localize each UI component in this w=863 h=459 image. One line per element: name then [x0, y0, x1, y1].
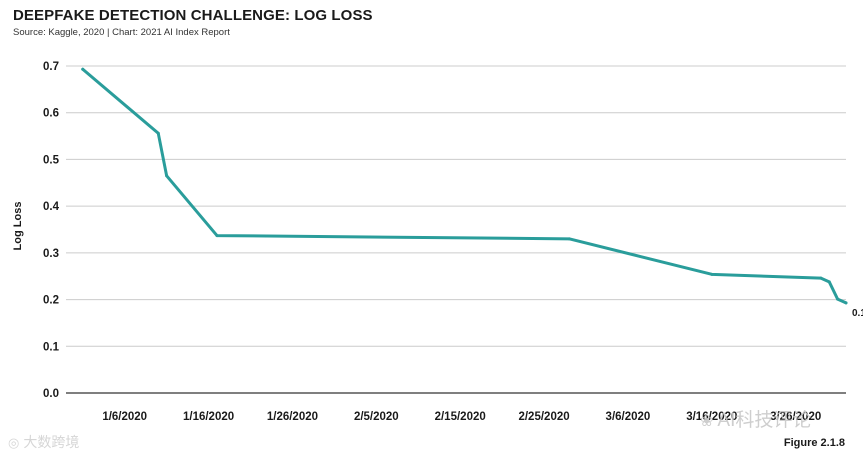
- y-tick-label: 0.7: [43, 61, 59, 73]
- watermark-right-text: AI科技评论: [717, 410, 812, 431]
- data-point: [215, 234, 219, 238]
- x-tick-label: 3/26/2020: [770, 411, 821, 423]
- x-tick-label: 1/26/2020: [267, 411, 318, 423]
- data-point: [81, 67, 85, 71]
- chart-title: DEEPFAKE DETECTION CHALLENGE: LOG LOSS: [13, 7, 373, 24]
- x-tick-label: 1/6/2020: [102, 411, 147, 423]
- data-point: [827, 280, 831, 284]
- x-tick-label: 2/25/2020: [518, 411, 569, 423]
- y-tick-label: 0.5: [43, 154, 60, 166]
- data-point: [819, 276, 823, 280]
- data-point: [844, 301, 848, 305]
- y-tick-label: 0.0: [43, 388, 59, 400]
- chart-subtitle: Source: Kaggle, 2020 | Chart: 2021 AI In…: [13, 27, 230, 38]
- data-point: [836, 297, 840, 301]
- data-label: 0.19: [852, 308, 863, 319]
- camera-icon: ◎: [8, 435, 20, 450]
- y-axis-label: Log Loss: [12, 201, 24, 251]
- watermark-left: ◎ 大数跨境: [8, 432, 79, 452]
- x-tick-label: 3/6/2020: [606, 411, 651, 423]
- data-point: [567, 237, 571, 241]
- chat-bubble-icon: ❀: [700, 413, 714, 430]
- y-tick-label: 0.2: [43, 295, 59, 307]
- y-tick-label: 0.4: [43, 201, 60, 213]
- series-layer: [81, 67, 848, 305]
- data-point: [156, 131, 160, 135]
- y-tick-labels: 0.0 0.1 0.2 0.3 0.4 0.5 0.6 0.7: [43, 61, 60, 400]
- x-tick-label: 1/16/2020: [183, 411, 234, 423]
- figure-label: Figure 2.1.8: [783, 437, 845, 449]
- y-tick-label: 0.1: [43, 341, 60, 353]
- data-point: [710, 272, 714, 276]
- watermark-right: ❀ AI科技评论: [700, 405, 811, 432]
- series-line: [81, 67, 848, 305]
- gridlines: [66, 65, 846, 394]
- annotations: 0.19: [852, 308, 863, 319]
- watermark-left-text: 大数跨境: [23, 434, 80, 450]
- x-tick-label: 2/15/2020: [435, 411, 486, 423]
- y-tick-label: 0.6: [43, 108, 59, 120]
- x-tick-labels: 1/6/2020 1/16/2020 1/26/2020 2/5/2020 2/15/2…: [102, 411, 821, 423]
- data-point: [165, 174, 169, 178]
- x-tick-label: 3/16/2020: [686, 411, 737, 423]
- y-tick-label: 0.3: [43, 248, 59, 260]
- x-tick-label: 2/5/2020: [354, 411, 399, 423]
